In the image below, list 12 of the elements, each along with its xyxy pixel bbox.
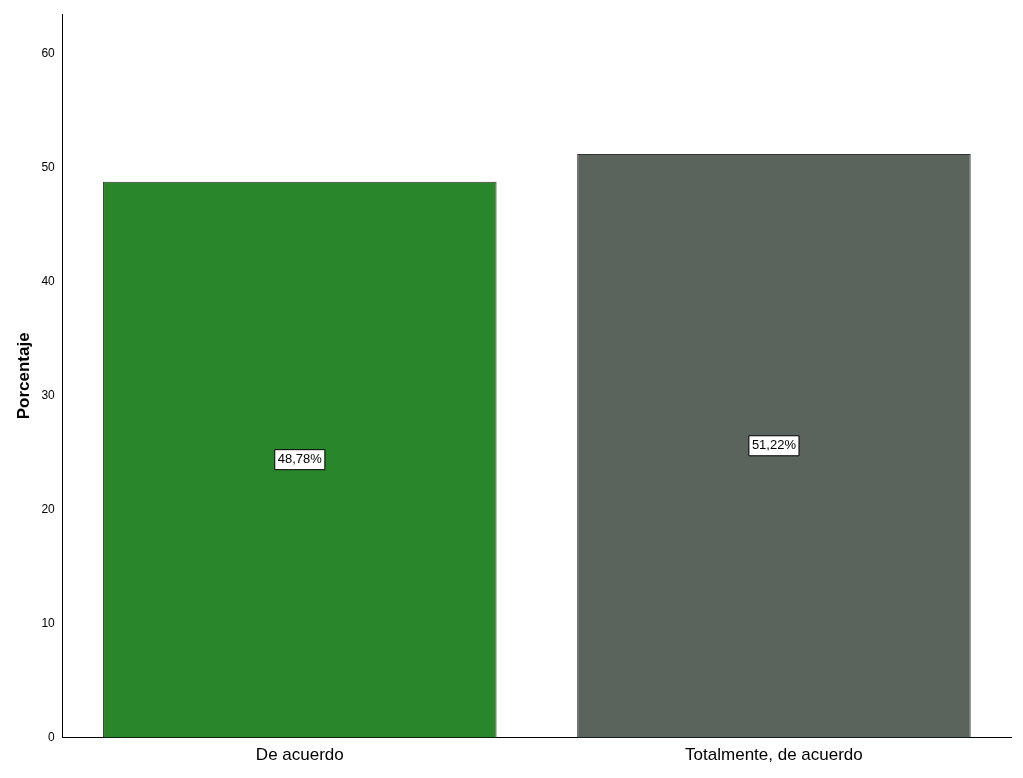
x-tick-label: De acuerdo <box>255 745 344 765</box>
data-label: 51,22% <box>751 437 797 453</box>
y-tick-label: 0 <box>48 729 56 744</box>
y-axis-title: Porcentaje <box>13 332 33 420</box>
x-tick-label: Totalmente, de acuerdo <box>685 745 863 765</box>
y-tick-label: 40 <box>41 274 56 289</box>
y-tick-label: 60 <box>41 46 56 61</box>
data-label: 48,78% <box>277 451 323 467</box>
y-tick-label: 30 <box>41 388 56 403</box>
y-tick-label: 10 <box>41 615 56 630</box>
y-tick-label: 20 <box>41 502 56 517</box>
y-tick-label: 50 <box>41 160 56 175</box>
